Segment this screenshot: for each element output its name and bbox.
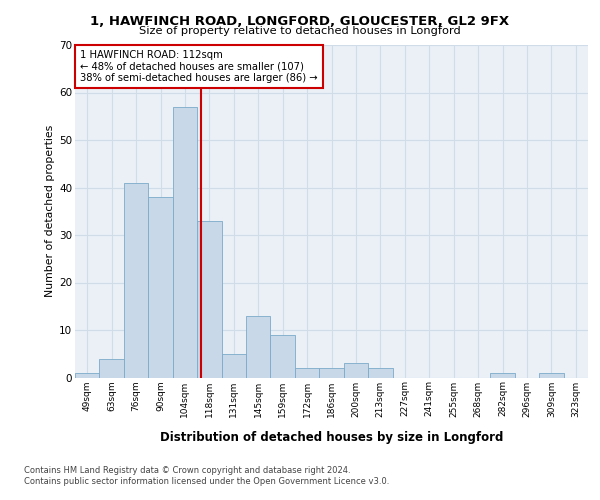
Text: Size of property relative to detached houses in Longford: Size of property relative to detached ho… — [139, 26, 461, 36]
Text: Contains public sector information licensed under the Open Government Licence v3: Contains public sector information licen… — [24, 477, 389, 486]
Bar — [344, 363, 368, 378]
Bar — [246, 316, 271, 378]
Bar — [539, 373, 563, 378]
Text: Contains HM Land Registry data © Crown copyright and database right 2024.: Contains HM Land Registry data © Crown c… — [24, 466, 350, 475]
Bar — [173, 107, 197, 378]
Bar — [295, 368, 319, 378]
Bar — [490, 373, 515, 378]
Bar — [124, 182, 148, 378]
Bar — [319, 368, 344, 378]
Bar — [100, 358, 124, 378]
Bar — [75, 373, 100, 378]
Bar — [221, 354, 246, 378]
Y-axis label: Number of detached properties: Number of detached properties — [45, 125, 55, 298]
Bar — [197, 221, 221, 378]
Bar — [271, 335, 295, 378]
Text: 1 HAWFINCH ROAD: 112sqm
← 48% of detached houses are smaller (107)
38% of semi-d: 1 HAWFINCH ROAD: 112sqm ← 48% of detache… — [80, 50, 318, 83]
X-axis label: Distribution of detached houses by size in Longford: Distribution of detached houses by size … — [160, 430, 503, 444]
Bar — [148, 197, 173, 378]
Text: 1, HAWFINCH ROAD, LONGFORD, GLOUCESTER, GL2 9FX: 1, HAWFINCH ROAD, LONGFORD, GLOUCESTER, … — [91, 15, 509, 28]
Bar — [368, 368, 392, 378]
